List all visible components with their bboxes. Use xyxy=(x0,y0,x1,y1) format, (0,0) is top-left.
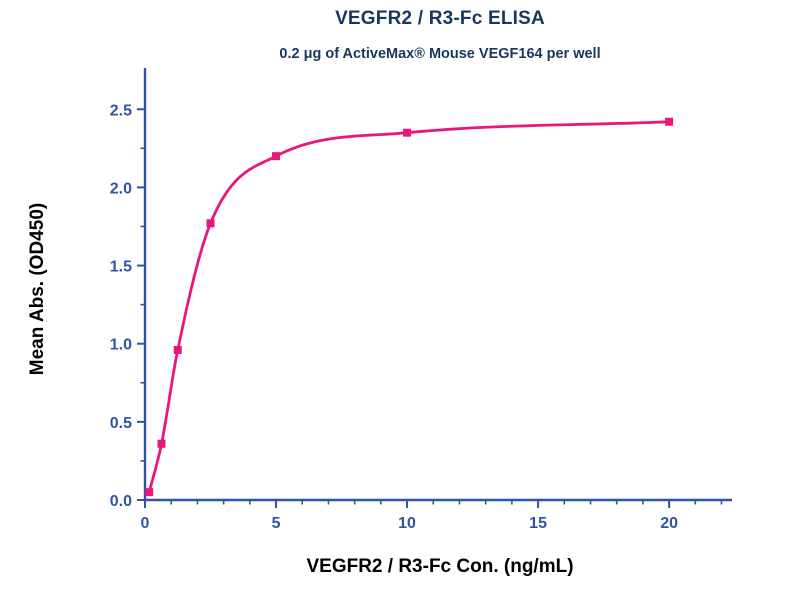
x-tick-label: 10 xyxy=(398,515,416,532)
x-tick-label: 20 xyxy=(660,515,678,532)
chart-subtitle: 0.2 μg of ActiveMax® Mouse VEGF164 per w… xyxy=(279,46,601,62)
chart-title: VEGFR2 / R3-Fc ELISA xyxy=(335,8,545,29)
y-tick-label: 1.0 xyxy=(110,337,132,354)
y-axis-label: Mean Abs. (OD450) xyxy=(27,202,48,376)
x-tick-label: 15 xyxy=(529,515,547,532)
data-point xyxy=(145,488,154,497)
data-point xyxy=(173,345,182,354)
y-tick-label: 1.5 xyxy=(110,259,132,276)
data-point xyxy=(157,439,166,448)
x-tick-label: 5 xyxy=(272,515,281,532)
fit-curve xyxy=(147,120,671,494)
data-point xyxy=(206,219,215,228)
data-point xyxy=(665,117,674,126)
y-tick-label: 0.5 xyxy=(110,415,132,432)
y-tick-label: 0.0 xyxy=(110,493,132,510)
data-point xyxy=(272,152,281,161)
data-point xyxy=(403,128,412,137)
y-tick-label: 2.5 xyxy=(110,102,132,119)
y-tick-label: 2.0 xyxy=(110,180,132,197)
x-axis-label: VEGFR2 / R3-Fc Con. (ng/mL) xyxy=(306,556,574,577)
x-tick-label: 0 xyxy=(141,515,150,532)
